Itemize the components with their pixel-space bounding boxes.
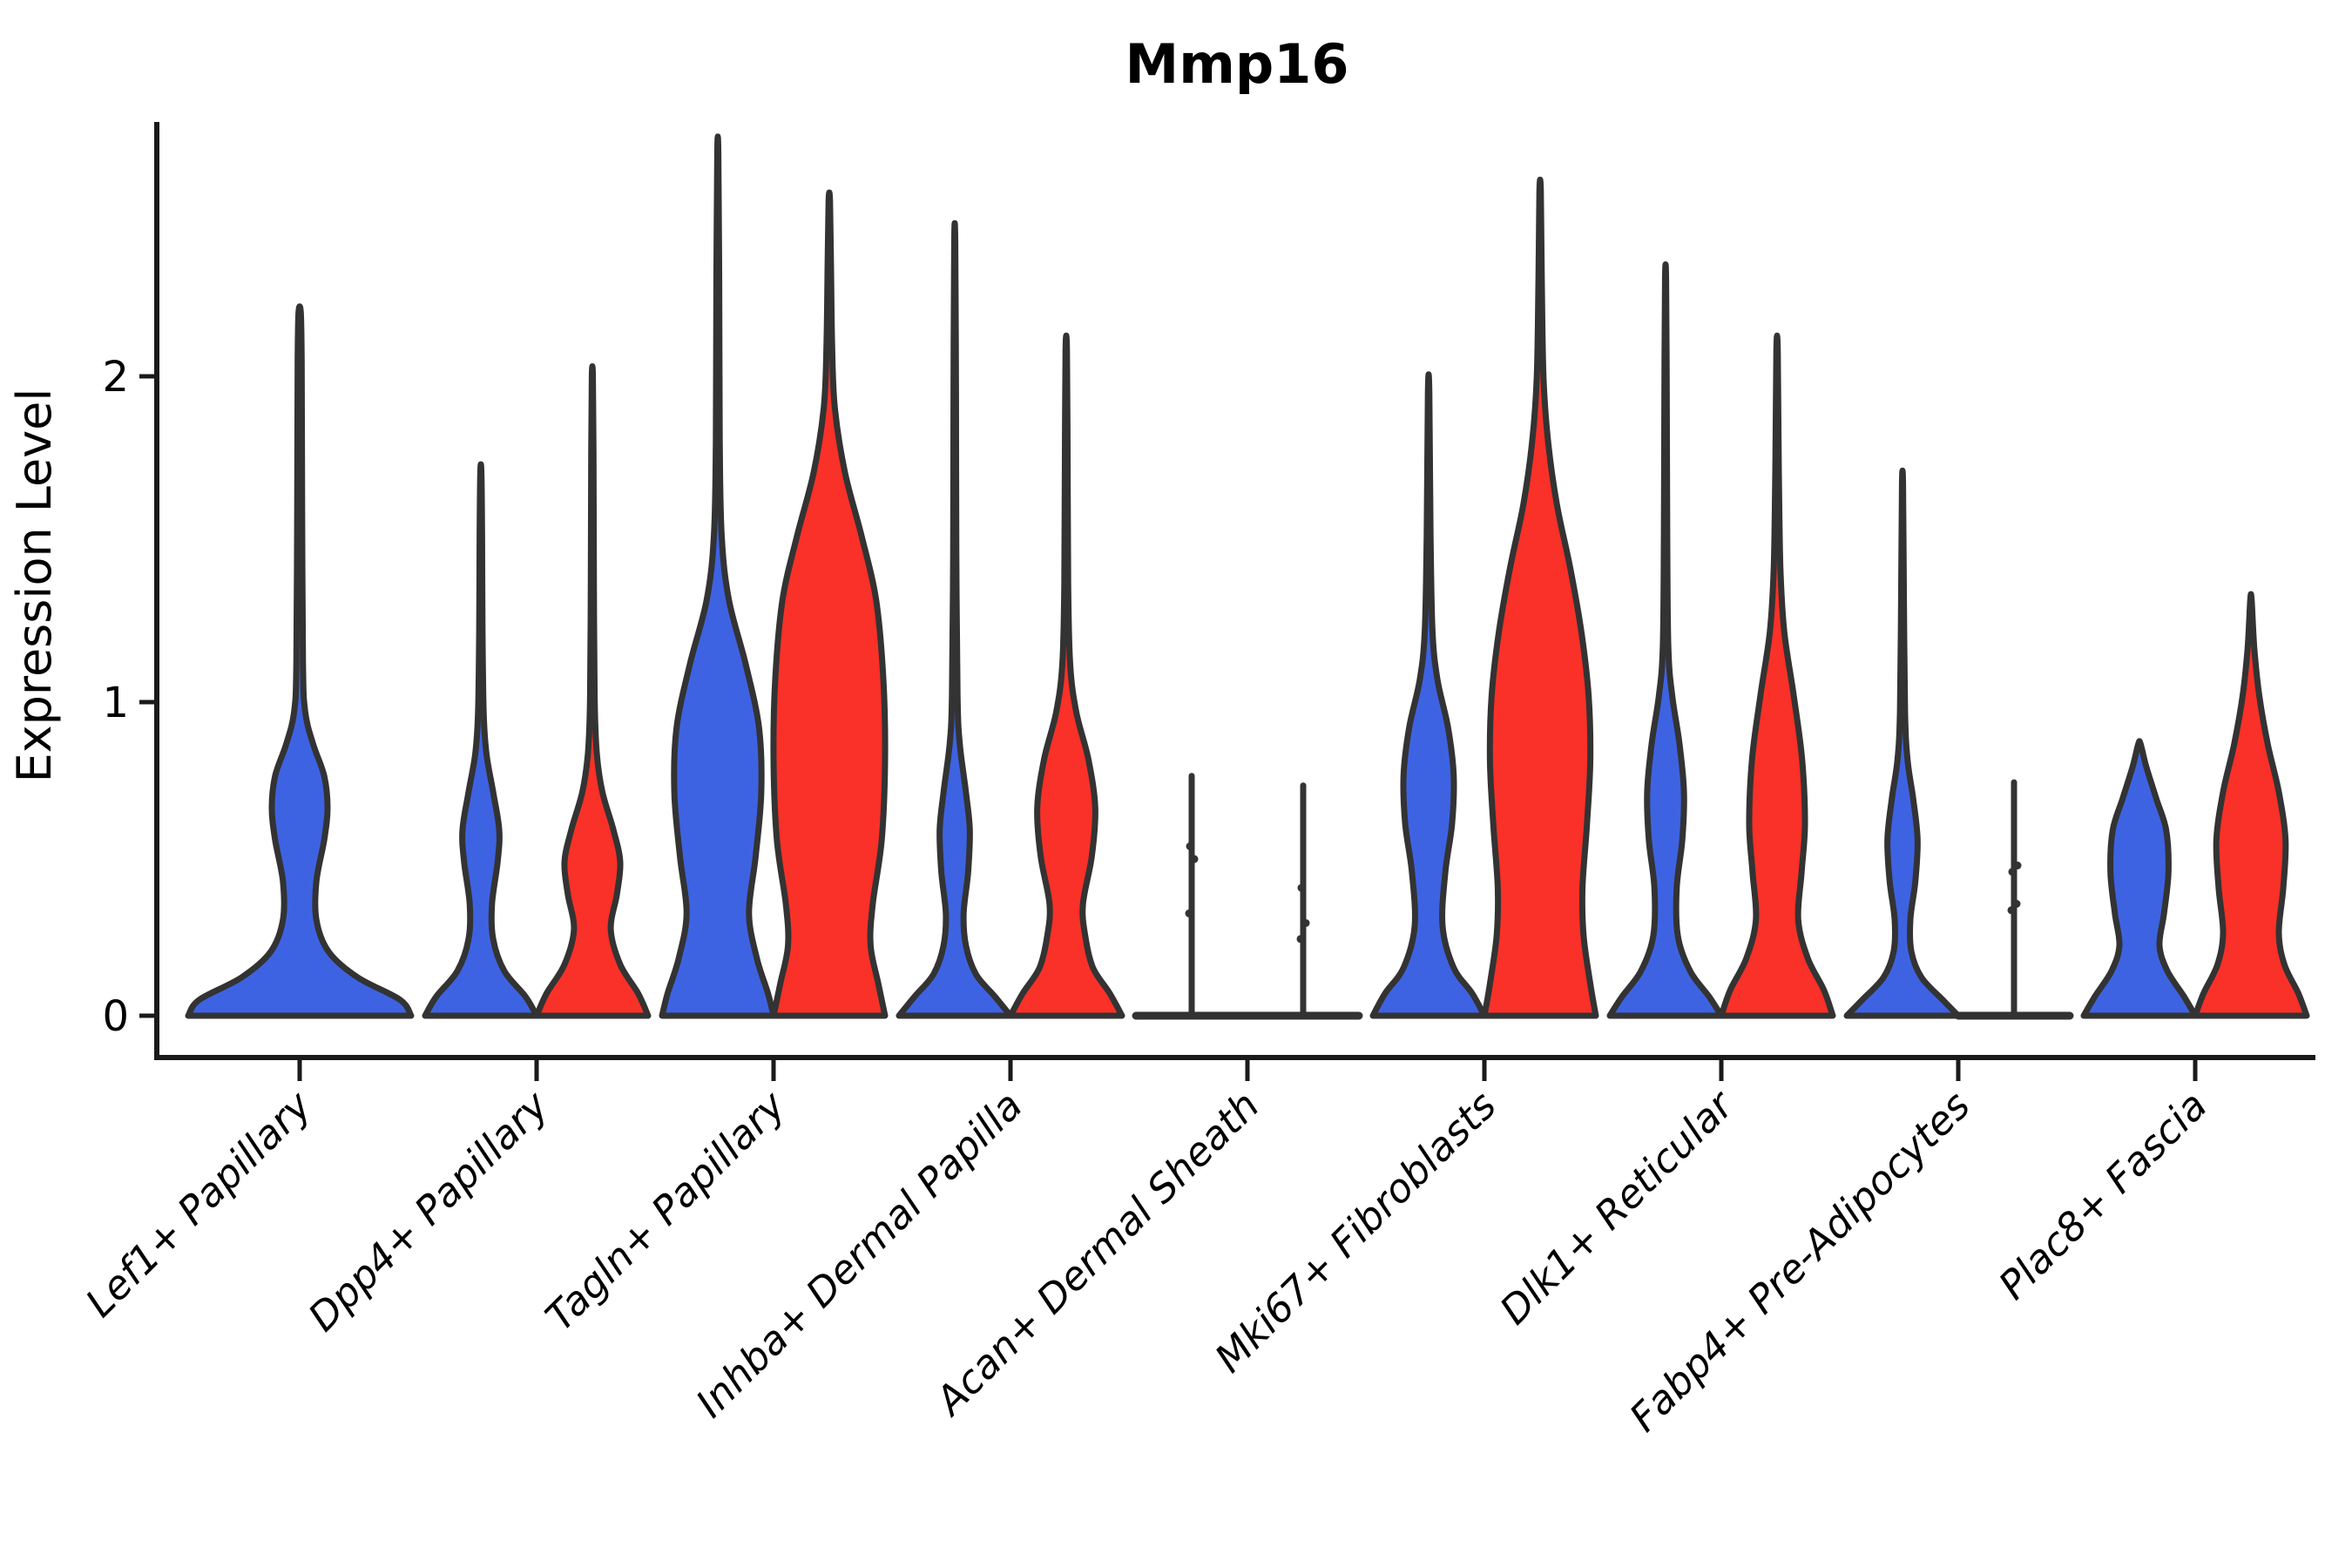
violin-red-Mki67+ Fibroblasts <box>1481 176 1599 1019</box>
jitter-point <box>1190 855 1199 863</box>
y-axis-label: Expression Level <box>7 389 62 783</box>
violin-blue-Dlk1+ Reticular <box>1606 261 1725 1019</box>
y-tick-label-1: 1 <box>102 679 129 727</box>
jitter-point <box>2013 862 2022 870</box>
jitter-point <box>1301 919 1310 928</box>
jitter-point <box>2012 900 2021 909</box>
jitter-point <box>1186 841 1194 850</box>
x-tick-label-Dlk1+ Reticular: Dlk1+ Reticular <box>1490 1081 1743 1334</box>
x-tick-label-Lef1+ Papillary: Lef1+ Papillary <box>77 1081 321 1326</box>
jitter-point <box>2007 906 2016 915</box>
violin-blue-Plac8+ Fascia <box>2080 738 2199 1019</box>
x-tick-label-Dpp4+ Papillary: Dpp4+ Papillary <box>300 1081 558 1340</box>
violin-blue-Fabp4+ Pre-Adipocytes <box>1843 467 1962 1019</box>
violin-blue-Tagln+ Papillary <box>659 133 777 1019</box>
violins-layer <box>185 133 2310 1020</box>
y-tick-label-0: 0 <box>102 992 129 1041</box>
violin-blue-Mki67+ Fibroblasts <box>1369 371 1488 1019</box>
violin-red-Plac8+ Fascia <box>2192 591 2310 1019</box>
violin-red-Inhba+ Dermal Papilla <box>1007 332 1125 1019</box>
chart-title: Mmp16 <box>1125 32 1349 96</box>
jitter-point <box>1297 883 1306 892</box>
y-tick-label-2: 2 <box>102 353 129 402</box>
x-tick-label-Plac8+ Fascia: Plac8+ Fascia <box>1990 1082 2216 1308</box>
x-tick-label-Tagln+ Papillary: Tagln+ Papillary <box>537 1081 795 1340</box>
violin-blue-Dpp4+ Papillary <box>422 461 540 1019</box>
violin-blue-Lef1+ Papillary <box>185 303 415 1019</box>
violin-red-Dpp4+ Papillary <box>533 363 652 1019</box>
jitter-point <box>2008 868 2017 876</box>
jitter-point <box>1296 935 1305 943</box>
violin-red-Dlk1+ Reticular <box>1718 332 1836 1019</box>
jitter-point <box>1185 909 1193 918</box>
violin-red-Tagln+ Papillary <box>770 189 889 1019</box>
violin-blue-Inhba+ Dermal Papilla <box>896 220 1014 1019</box>
